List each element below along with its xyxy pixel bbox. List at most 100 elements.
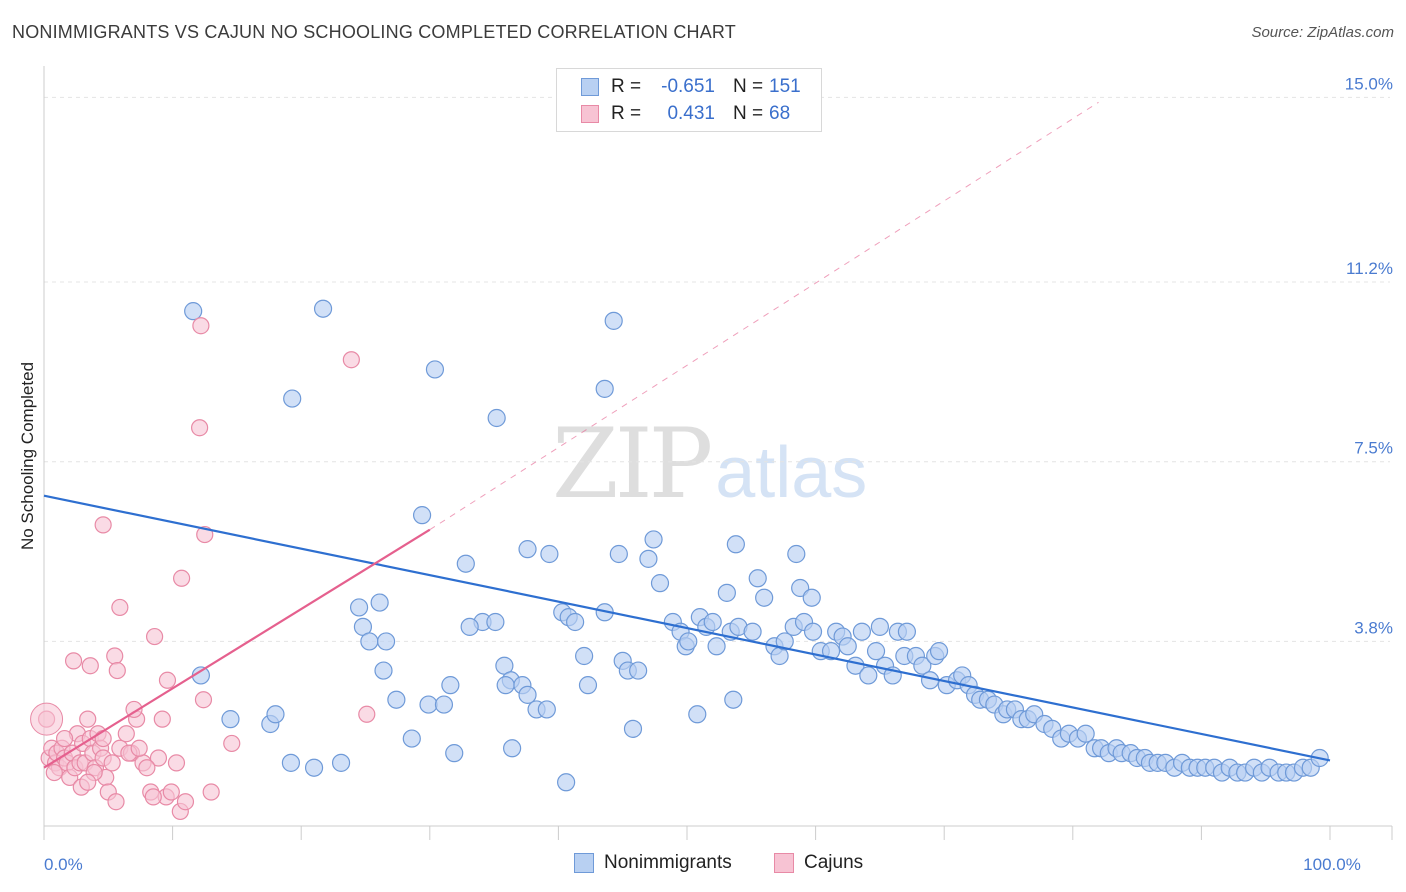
cajuns-point bbox=[117, 725, 135, 743]
nonimmigrants-point bbox=[376, 632, 396, 651]
nonimmigrants-point bbox=[644, 530, 663, 549]
nonimmigrants-point bbox=[419, 695, 438, 714]
nonimmigrants-point bbox=[456, 554, 475, 573]
nonimmigrants-point bbox=[650, 574, 670, 593]
cajuns-point bbox=[176, 793, 195, 811]
nonimmigrants-point bbox=[707, 637, 726, 656]
cajuns-point bbox=[55, 729, 74, 748]
legend-label: Nonimmigrants bbox=[604, 852, 732, 873]
nonimmigrants-point bbox=[412, 506, 432, 525]
nonimmigrants-point bbox=[304, 758, 324, 777]
nonimmigrants-point bbox=[313, 299, 333, 318]
legend-r-label: R = bbox=[611, 103, 642, 124]
nonimmigrants-point bbox=[787, 544, 806, 564]
nonimmigrants-point bbox=[703, 612, 722, 632]
cajuns-trend-line bbox=[43, 528, 431, 769]
nonimmigrants-point bbox=[724, 690, 743, 709]
legend-label: Cajuns bbox=[804, 852, 864, 873]
cajuns-point bbox=[111, 598, 129, 617]
nonimmigrants-point bbox=[425, 360, 445, 379]
nonimmigrants-point bbox=[913, 656, 932, 675]
legend-item-nonimmigrants[interactable]: Nonimmigrants bbox=[574, 852, 732, 874]
chart-title: NONIMMIGRANTS VS CAJUN NO SCHOOLING COMP… bbox=[12, 22, 737, 42]
cajuns-point bbox=[45, 763, 63, 782]
legend-item-cajuns[interactable]: Cajuns bbox=[774, 852, 863, 874]
cajuns-point bbox=[173, 569, 191, 587]
nonimmigrants-point bbox=[748, 569, 767, 588]
nonimmigrants-point bbox=[578, 676, 598, 695]
y-tick-label: 3.8% bbox=[1354, 618, 1393, 637]
series-legend: Nonimmigrants Cajuns bbox=[0, 852, 1406, 878]
x-tick-label: 0.0% bbox=[44, 855, 83, 874]
legend-swatch-blue bbox=[574, 853, 594, 873]
cajuns-point bbox=[64, 652, 83, 670]
nonimmigrants-point bbox=[803, 622, 823, 641]
legend-n-label: N = bbox=[733, 103, 764, 124]
nonimmigrants-point bbox=[629, 661, 648, 680]
legend-n-label: N = bbox=[733, 76, 764, 97]
nonimmigrants-point bbox=[503, 739, 522, 758]
cajuns-point bbox=[94, 729, 112, 748]
legend-r-label: R = bbox=[611, 76, 642, 97]
cajuns-point bbox=[153, 710, 171, 728]
cajuns-point bbox=[191, 419, 209, 437]
nonimmigrants-point bbox=[460, 617, 479, 636]
cajuns-point bbox=[138, 759, 156, 777]
cajuns-point bbox=[81, 657, 99, 675]
nonimmigrants-point bbox=[221, 710, 240, 729]
y-tick-label: 15.0% bbox=[1345, 74, 1393, 93]
cajuns-point bbox=[167, 754, 186, 772]
cajuns-point bbox=[192, 317, 210, 335]
nonimmigrants-point bbox=[595, 379, 614, 398]
cajuns-point bbox=[130, 739, 148, 757]
cajuns-point bbox=[94, 516, 112, 534]
legend-swatch-pink bbox=[581, 105, 599, 123]
nonimmigrants-point bbox=[609, 544, 628, 564]
cajuns-point bbox=[342, 351, 360, 369]
nonimmigrants-point bbox=[821, 642, 841, 661]
nonimmigrants-point bbox=[802, 588, 821, 607]
nonimmigrants-point bbox=[743, 622, 762, 641]
cajuns-point bbox=[103, 754, 121, 772]
nonimmigrants-point bbox=[755, 588, 774, 607]
nonimmigrants-point bbox=[360, 632, 379, 651]
cajuns-point bbox=[79, 710, 97, 728]
nonimmigrants-point bbox=[540, 544, 559, 564]
cajuns-point bbox=[358, 705, 376, 723]
nonimmigrants-point bbox=[688, 705, 707, 724]
nonimmigrants-point bbox=[866, 642, 886, 661]
nonimmigrants-point bbox=[775, 632, 794, 651]
nonimmigrants-point bbox=[604, 311, 623, 330]
nonimmigrants-point bbox=[445, 744, 464, 763]
cajuns-point bbox=[158, 671, 177, 689]
nonimmigrants-point bbox=[897, 622, 917, 641]
legend-n-value: 151 bbox=[769, 76, 801, 97]
cajuns-point bbox=[144, 788, 162, 806]
nonimmigrants-point bbox=[184, 302, 203, 321]
legend-swatch-blue bbox=[581, 78, 599, 96]
legend-swatch-pink bbox=[774, 853, 794, 873]
cajuns-point bbox=[107, 793, 125, 811]
nonimmigrants-point bbox=[717, 583, 736, 602]
nonimmigrants-point bbox=[929, 642, 949, 661]
cajuns-point bbox=[145, 627, 164, 646]
nonimmigrants-point bbox=[679, 632, 698, 651]
nonimmigrants-point bbox=[838, 637, 857, 656]
source-label: Source: ZipAtlas.com bbox=[1251, 24, 1394, 41]
nonimmigrants-point bbox=[1076, 724, 1095, 743]
nonimmigrants-point bbox=[402, 729, 421, 748]
nonimmigrants-point bbox=[726, 535, 745, 554]
y-tick-label: 11.2% bbox=[1346, 259, 1393, 278]
nonimmigrants-point bbox=[283, 389, 302, 408]
nonimmigrants-point bbox=[859, 666, 878, 685]
x-tick-label: 100.0% bbox=[1303, 855, 1361, 874]
cajuns-trend-extension bbox=[429, 101, 1099, 531]
nonimmigrants-point bbox=[518, 540, 537, 559]
nonimmigrants-trend-line bbox=[43, 494, 1331, 762]
nonimmigrants-point bbox=[575, 646, 594, 666]
correlation-legend: R = -0.651 N = 151 R = 0.431 N = 68 bbox=[556, 68, 822, 132]
y-tick-label: 7.5% bbox=[1354, 439, 1393, 458]
watermark-zip: ZIP bbox=[552, 408, 713, 520]
nonimmigrants-point bbox=[331, 753, 351, 772]
nonimmigrants-point bbox=[791, 578, 810, 598]
